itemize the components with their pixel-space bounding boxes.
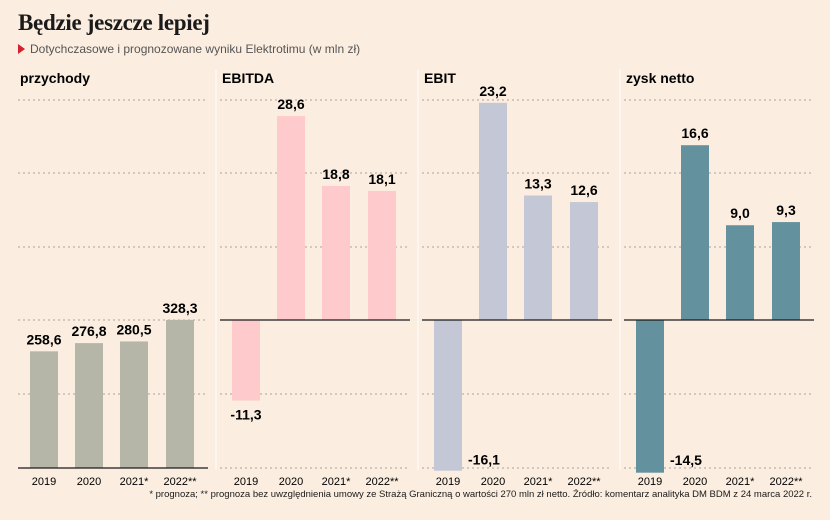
bar-przychody-2020: [75, 343, 103, 468]
value-label-ebit-2021*: 13,3: [524, 176, 551, 192]
x-tick-label-przychody-2019: 2019: [32, 476, 56, 488]
x-tick-label-ebit-2021*: 2021*: [524, 476, 553, 488]
x-tick-label-przychody-2021*: 2021*: [120, 476, 149, 488]
bar-ebitda-2020: [277, 116, 305, 320]
bar-przychody-2021*: [120, 341, 148, 468]
subtitle-text: Dotychczasowe i prognozowane wyniku Elek…: [30, 42, 361, 56]
bar-ebit-2021*: [524, 195, 552, 320]
value-label-przychody-2020: 276,8: [71, 323, 106, 339]
bar-ebit-2022**: [570, 202, 598, 320]
x-tick-label-ebit-2022**: 2022**: [567, 476, 601, 488]
x-tick-label-ebitda-2020: 2020: [279, 476, 303, 488]
panel-title-zysk-netto: zysk netto: [626, 70, 694, 86]
value-label-przychody-2021*: 280,5: [116, 321, 151, 337]
value-label-zysk-netto-2019: -14,5: [670, 452, 702, 468]
bar-ebitda-2019: [232, 320, 260, 401]
value-label-ebitda-2021*: 18,8: [322, 166, 349, 182]
footnote: * prognoza; ** prognoza bez uwzględnieni…: [149, 489, 812, 500]
x-tick-label-zysk-netto-2022**: 2022**: [769, 476, 803, 488]
bar-zysk-netto-2021*: [726, 225, 754, 320]
value-label-ebit-2022**: 12,6: [570, 182, 597, 198]
x-tick-label-zysk-netto-2021*: 2021*: [726, 476, 755, 488]
panel-title-przychody: przychody: [20, 70, 90, 86]
x-tick-label-ebit-2019: 2019: [436, 476, 460, 488]
value-label-przychody-2022**: 328,3: [162, 300, 197, 316]
chart-subtitle: Dotychczasowe i prognozowane wyniku Elek…: [18, 42, 360, 56]
bar-przychody-2019: [30, 351, 58, 468]
x-tick-label-ebitda-2021*: 2021*: [322, 476, 351, 488]
bar-ebit-2020: [479, 102, 507, 321]
x-tick-label-zysk-netto-2020: 2020: [683, 476, 707, 488]
x-tick-label-ebit-2020: 2020: [481, 476, 505, 488]
value-label-przychody-2019: 258,6: [26, 331, 61, 347]
x-tick-label-przychody-2022**: 2022**: [163, 476, 197, 488]
value-label-ebitda-2019: -11,3: [230, 407, 261, 423]
bar-zysk-netto-2019: [636, 320, 664, 473]
value-label-zysk-netto-2020: 16,6: [681, 125, 708, 141]
value-label-ebitda-2022**: 18,1: [368, 171, 395, 187]
value-label-ebit-2019: -16,1: [468, 452, 500, 468]
bar-zysk-netto-2022**: [772, 222, 800, 320]
x-tick-label-zysk-netto-2019: 2019: [638, 476, 662, 488]
bar-zysk-netto-2020: [681, 145, 709, 320]
x-tick-label-ebitda-2019: 2019: [234, 476, 258, 488]
x-tick-label-ebitda-2022**: 2022**: [365, 476, 399, 488]
bar-ebitda-2022**: [368, 190, 396, 320]
bar-przychody-2022**: [166, 319, 194, 468]
chart-title: Będzie jeszcze lepiej: [18, 10, 210, 35]
value-label-zysk-netto-2022**: 9,3: [776, 202, 796, 218]
value-label-zysk-netto-2021*: 9,0: [730, 205, 750, 221]
panel-title-ebitda: EBITDA: [222, 70, 274, 86]
x-tick-label-przychody-2020: 2020: [77, 476, 101, 488]
value-label-ebitda-2020: 28,6: [277, 96, 304, 112]
panel-title-ebit: EBIT: [424, 70, 456, 86]
bar-ebit-2019: [434, 320, 462, 471]
triangle-marker-icon: [18, 44, 25, 54]
value-label-ebit-2020: 23,2: [479, 83, 506, 99]
bar-ebitda-2021*: [322, 185, 350, 320]
